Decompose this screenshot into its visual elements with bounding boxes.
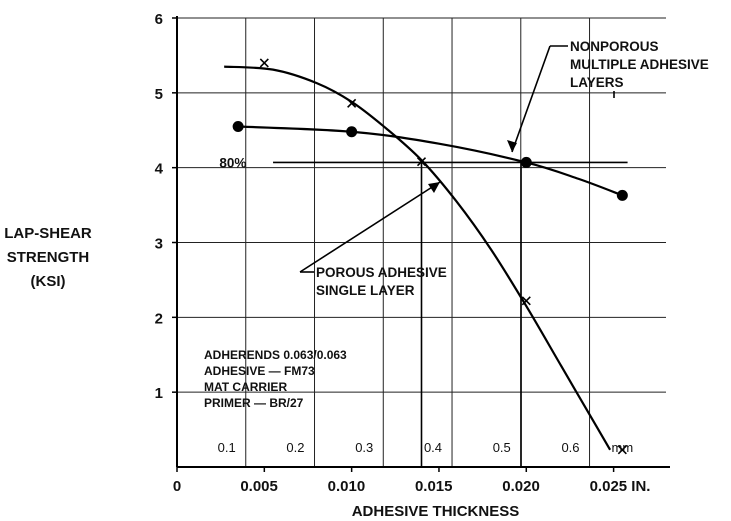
data-point-nonporous xyxy=(520,156,532,168)
x-axis-title: ADHESIVE THICKNESS xyxy=(352,503,520,520)
y-tick-label: 5 xyxy=(155,86,163,103)
x-tick-label: 0.015 xyxy=(415,478,453,495)
material-note-line: ADHERENDS 0.063/0.063 xyxy=(204,348,347,362)
mm-tick-label: 0.3 xyxy=(355,440,373,455)
x-tick-label: 0.020 xyxy=(502,478,540,495)
data-point-nonporous xyxy=(232,121,244,133)
x-tick-label: 0.005 xyxy=(240,478,278,495)
nonporous-label-line: NONPOROUS xyxy=(570,39,659,54)
y-tick-label: 1 xyxy=(155,385,163,402)
porous-label-line: POROUS ADHESIVE xyxy=(316,265,447,280)
grid-lines xyxy=(177,17,666,467)
x-marker-stroke xyxy=(347,98,357,108)
series-line-porous xyxy=(224,65,612,451)
mm-tick-label: 0.6 xyxy=(561,440,579,455)
y-tick-label: 2 xyxy=(155,310,163,327)
data-point-porous xyxy=(259,58,269,68)
x-tick-labels: 0 0.005 0.010 0.015 0.020 0.025 IN. xyxy=(173,478,651,495)
series-line-nonporous xyxy=(238,125,623,197)
material-note-line: PRIMER — BR/27 xyxy=(204,396,304,410)
porous-arrowhead xyxy=(428,182,440,193)
nonporous-label-line: MULTIPLE ADHESIVE xyxy=(570,57,709,72)
x-marker-stroke xyxy=(617,445,627,455)
chart-labels: NONPOROUS MULTIPLE ADHESIVE LAYERS POROUS A… xyxy=(4,39,709,520)
data-point-porous xyxy=(347,98,357,108)
y-tick-labels: 1 2 3 4 5 6 xyxy=(155,11,164,402)
y-tick-label: 3 xyxy=(155,236,163,253)
series-layer xyxy=(224,58,628,455)
x-marker-stroke xyxy=(259,58,269,68)
data-point-nonporous xyxy=(616,189,628,201)
mm-tick-label: 0.2 xyxy=(286,440,304,455)
x-marker-stroke xyxy=(521,296,531,306)
nonporous-leader-arrow xyxy=(511,45,551,153)
mm-unit-label: mm xyxy=(612,440,634,455)
y-tick-label: 6 xyxy=(155,11,163,28)
material-note-line: MAT CARRIER xyxy=(204,380,287,394)
porous-leader-arrow xyxy=(299,181,441,273)
y-tick-label: 4 xyxy=(155,161,164,178)
nonporous-label-line: LAYERS xyxy=(570,75,624,90)
x-marker-stroke xyxy=(416,157,427,167)
mm-tick-label: 0.4 xyxy=(424,440,442,455)
axes xyxy=(172,16,670,472)
x-tick-label: 0.010 xyxy=(328,478,366,495)
mm-tick-label: 0.5 xyxy=(493,440,511,455)
reference-line-label: 80% xyxy=(219,155,246,170)
material-note-line: ADHESIVE — FM73 xyxy=(204,364,315,378)
data-point-porous xyxy=(416,157,427,167)
mm-tick-label: 0.1 xyxy=(218,440,236,455)
x-tick-label: 0.025 IN. xyxy=(590,478,651,495)
y-axis-title-line: LAP-SHEAR xyxy=(4,225,92,242)
data-point-porous xyxy=(521,296,531,306)
y-axis-title-line: STRENGTH xyxy=(7,249,90,266)
porous-label-line: SINGLE LAYER xyxy=(316,283,415,298)
data-point-nonporous xyxy=(346,126,358,138)
reference-line-80-percent: 80% xyxy=(219,155,628,467)
x-tick-label: 0 xyxy=(173,478,181,495)
nonporous-arrowhead xyxy=(507,140,517,152)
data-point-porous xyxy=(617,445,627,455)
mm-tick-labels: 0.1 0.2 0.3 0.4 0.5 0.6 mm xyxy=(218,440,634,455)
y-axis-title-line: (KSI) xyxy=(31,273,66,290)
